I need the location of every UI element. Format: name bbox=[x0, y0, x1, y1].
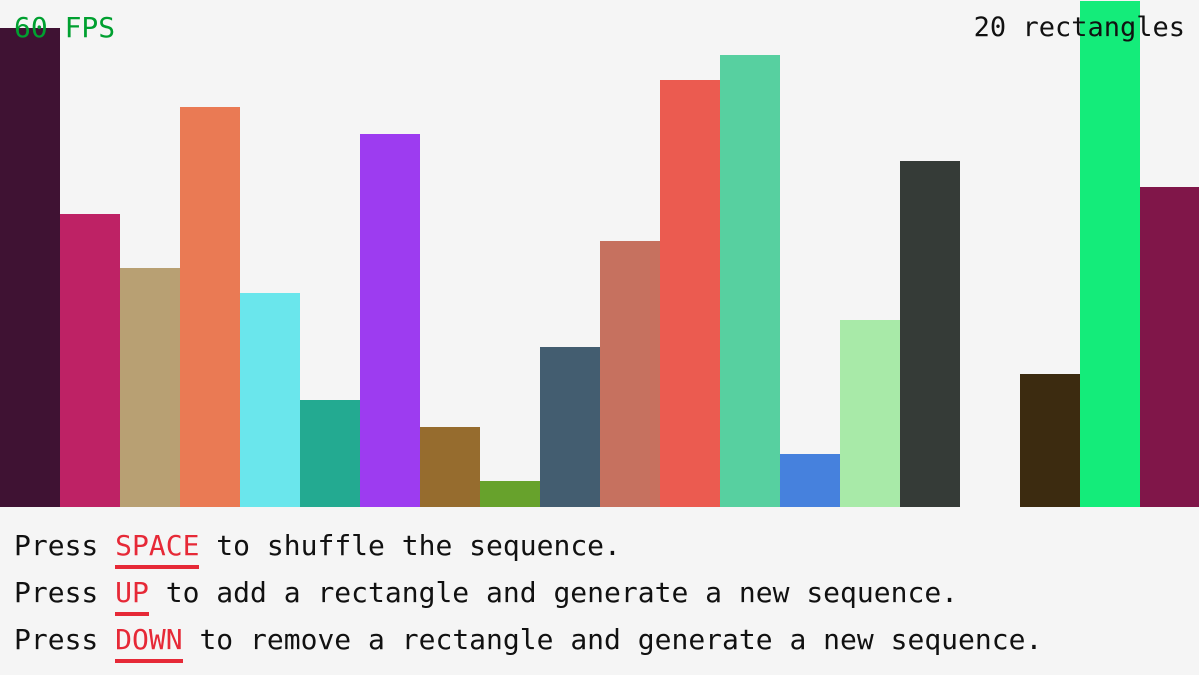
bar-rectangle bbox=[180, 107, 240, 507]
instruction-text: Press bbox=[14, 529, 116, 562]
instruction-text: to remove a rectangle and generate a new… bbox=[182, 623, 1043, 656]
bar-rectangle bbox=[1080, 1, 1140, 507]
bar-rectangle bbox=[0, 28, 60, 507]
instruction-remove: Press DOWN to remove a rectangle and gen… bbox=[14, 623, 1043, 663]
instruction-text: Press bbox=[14, 623, 116, 656]
bar-rectangle bbox=[360, 134, 420, 507]
key-space: SPACE bbox=[115, 529, 200, 569]
bar-rectangle bbox=[780, 454, 840, 507]
bar-rectangle bbox=[720, 55, 780, 507]
bar-rectangle bbox=[660, 80, 720, 507]
fps-counter: 60 FPS bbox=[14, 11, 116, 44]
bar-rectangle bbox=[300, 400, 360, 507]
bar-rectangle bbox=[60, 214, 120, 507]
bar-rectangle bbox=[240, 293, 300, 507]
instruction-text: Press bbox=[14, 576, 116, 609]
bar-rectangle bbox=[840, 320, 900, 507]
bar-rectangle bbox=[480, 481, 540, 507]
instruction-text: to add a rectangle and generate a new se… bbox=[148, 576, 959, 609]
key-up: UP bbox=[115, 576, 149, 616]
instruction-shuffle: Press SPACE to shuffle the sequence. bbox=[14, 529, 621, 569]
bar-rectangle bbox=[900, 161, 960, 507]
rectangle-count: 20 rectangles bbox=[973, 12, 1185, 43]
bar-rectangle bbox=[600, 241, 660, 507]
instruction-add: Press UP to add a rectangle and generate… bbox=[14, 576, 959, 616]
key-down: DOWN bbox=[115, 623, 183, 663]
bar-rectangle bbox=[1140, 187, 1199, 507]
instruction-text: to shuffle the sequence. bbox=[199, 529, 621, 562]
bar-rectangle bbox=[1020, 374, 1080, 507]
bar-rectangle bbox=[540, 347, 600, 507]
bar-rectangle bbox=[120, 268, 180, 507]
bar-rectangle bbox=[420, 427, 480, 507]
bar-sequence bbox=[0, 1, 1199, 507]
